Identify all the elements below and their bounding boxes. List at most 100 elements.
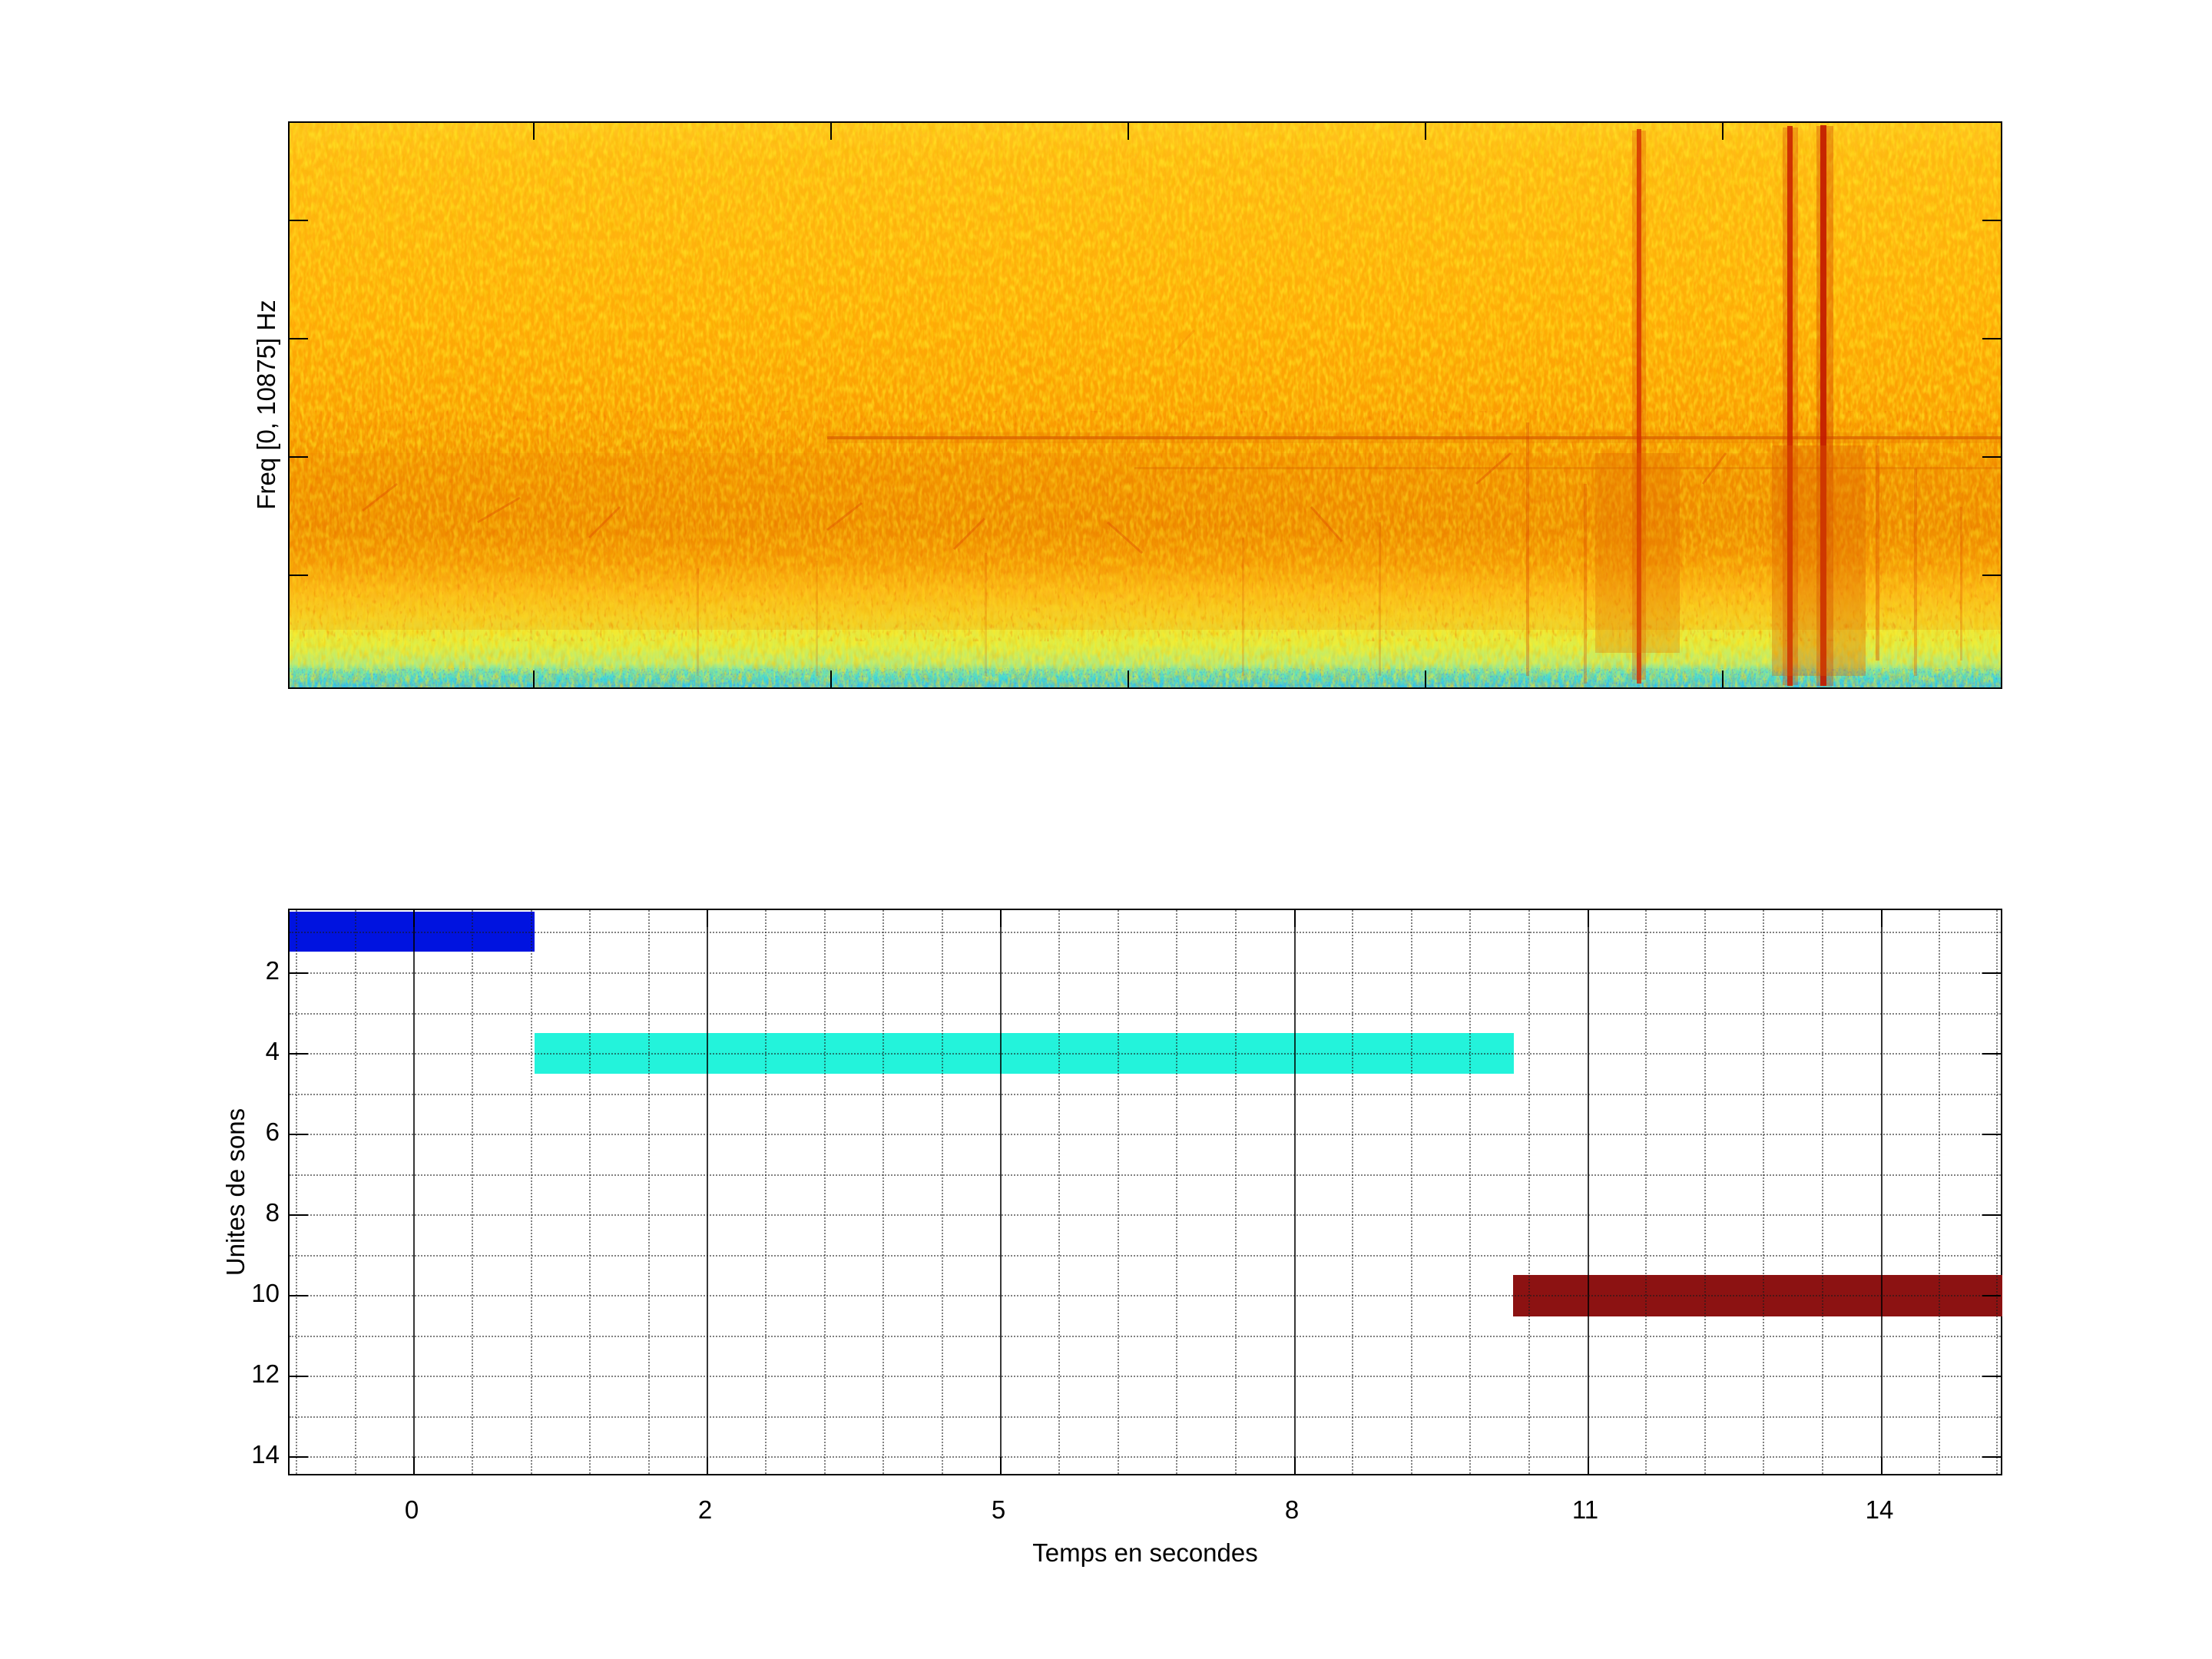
tick — [290, 456, 308, 458]
tick — [1881, 1457, 1883, 1474]
x-tick-label: 2 — [697, 1495, 713, 1524]
tick — [1982, 1134, 2001, 1135]
tick — [1425, 671, 1426, 687]
gridline-v — [1645, 910, 1647, 1474]
gridline-h — [290, 1094, 2001, 1095]
tick — [290, 1053, 308, 1055]
gridline-v — [824, 910, 826, 1474]
tick — [1982, 1456, 2001, 1458]
tick — [290, 1376, 308, 1377]
gridline-h — [290, 972, 2001, 974]
gridline-h — [290, 1336, 2001, 1337]
gridline-h — [290, 1376, 2001, 1377]
tick — [707, 1457, 708, 1474]
y-tick-label: 14 — [251, 1440, 280, 1469]
gridline-v — [1528, 910, 1530, 1474]
gridline-v — [1996, 910, 1998, 1474]
tick — [290, 1295, 308, 1296]
x-tick-label: 0 — [404, 1495, 419, 1524]
gridline-major-v — [1588, 910, 1589, 1474]
tick — [1294, 1457, 1296, 1474]
tick — [1425, 123, 1426, 140]
gridline-v — [1704, 910, 1706, 1474]
tick — [1722, 123, 1724, 140]
gridline-v — [942, 910, 943, 1474]
tick — [1000, 1457, 1002, 1474]
tick — [290, 338, 308, 339]
tick — [1000, 910, 1002, 927]
gridline-v — [1058, 910, 1060, 1474]
x-tick-label: 14 — [1865, 1495, 1894, 1524]
y-tick-label: 12 — [251, 1359, 280, 1388]
tick — [1982, 1376, 2001, 1377]
x-tick-label: 5 — [991, 1495, 1006, 1524]
tick — [290, 1134, 308, 1135]
tick — [1588, 1457, 1589, 1474]
gridline-v — [648, 910, 650, 1474]
tick — [1982, 220, 2001, 221]
y-tick-label: 6 — [265, 1118, 280, 1146]
gridline-v — [1176, 910, 1177, 1474]
gridline-v — [1763, 910, 1764, 1474]
gridline-h — [290, 1255, 2001, 1257]
gridline-h — [290, 1013, 2001, 1015]
spectrogram-ylabel: Freq [0, 10875] Hz — [252, 300, 280, 510]
y-tick-label: 4 — [265, 1037, 280, 1065]
tick — [1982, 972, 2001, 974]
y-tick-label: 8 — [265, 1198, 280, 1227]
gridline-major-v — [1000, 910, 1002, 1474]
y-tick-label: 2 — [265, 956, 280, 985]
tick — [290, 220, 308, 221]
gridline-v — [472, 910, 473, 1474]
gridline-major-v — [413, 910, 415, 1474]
tick — [1294, 910, 1296, 927]
tick — [290, 1456, 308, 1458]
sound-units-panel — [288, 909, 2002, 1475]
tick — [290, 972, 308, 974]
x-tick-label: 8 — [1284, 1495, 1300, 1524]
gridline-v — [1411, 910, 1412, 1474]
y-tick-label: 10 — [251, 1279, 280, 1307]
x-axis-label: Temps en secondes — [1032, 1538, 1258, 1567]
tick — [533, 123, 535, 140]
gridline-v — [1939, 910, 1940, 1474]
gridline-h — [290, 1053, 2001, 1055]
tick — [707, 910, 708, 927]
spectrogram-horizontal-ridge — [827, 432, 2001, 469]
gridline-v — [589, 910, 591, 1474]
gridline-v — [1118, 910, 1119, 1474]
tick — [1588, 910, 1589, 927]
tick — [1982, 1214, 2001, 1216]
gridline-h — [290, 932, 2001, 933]
tick — [830, 123, 832, 140]
tick — [290, 1214, 308, 1216]
gridline-major-v — [1881, 910, 1883, 1474]
gridline-h — [290, 1174, 2001, 1176]
spectrogram-noise-field — [290, 123, 2001, 687]
tick — [1881, 910, 1883, 927]
gridline-v — [1469, 910, 1471, 1474]
x-tick-label: 11 — [1571, 1495, 1599, 1524]
gridline-v — [882, 910, 884, 1474]
gridline-h — [290, 1416, 2001, 1418]
spectrogram-scribbles — [362, 329, 1727, 555]
gridline-major-v — [1294, 910, 1296, 1474]
tick — [533, 671, 535, 687]
spectrogram-panel — [288, 121, 2002, 689]
tick — [830, 671, 832, 687]
tick — [1982, 1053, 2001, 1055]
gridline-v — [531, 910, 532, 1474]
gridline-h — [290, 1134, 2001, 1135]
tick — [413, 1457, 415, 1474]
tick — [1128, 123, 1129, 140]
tick — [1722, 671, 1724, 687]
tick — [1982, 338, 2001, 339]
spectrogram-transient-streaks — [697, 125, 1962, 686]
gridline-major-v — [707, 910, 708, 1474]
tick — [1982, 456, 2001, 458]
tick — [1128, 671, 1129, 687]
gridline-h — [290, 1214, 2001, 1216]
tick — [290, 575, 308, 576]
gridline-v — [1352, 910, 1353, 1474]
gridline-v — [1822, 910, 1823, 1474]
